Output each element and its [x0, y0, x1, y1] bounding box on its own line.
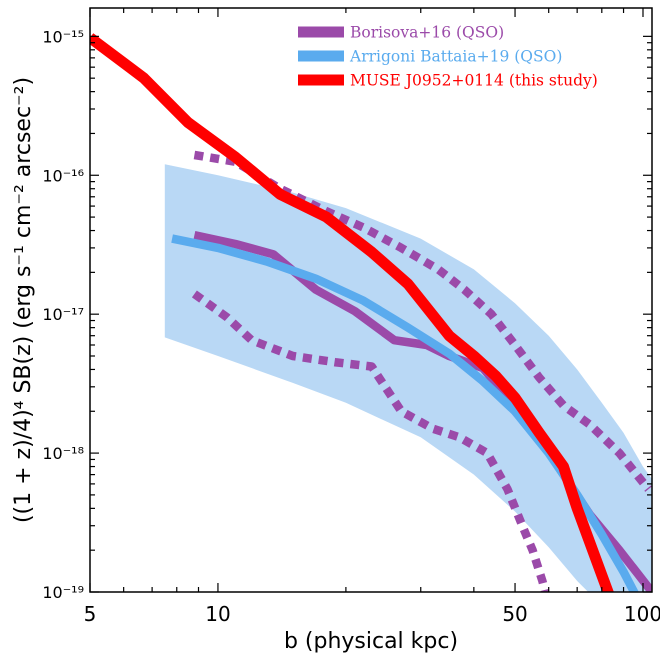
series-line-arrigoni-battaia-19-qso-3	[171, 234, 639, 592]
x-tick-label-3: 100	[624, 602, 660, 626]
plot-area	[90, 33, 652, 592]
y-tick-label-3: 10⁻¹⁶	[42, 166, 84, 185]
plot-frame	[89, 7, 653, 593]
y-tick-label-0: 10⁻¹⁹	[42, 583, 84, 602]
x-tick-label-2: 50	[502, 602, 527, 626]
legend-label-borisova-16-qso: Borisova+16 (QSO)	[350, 24, 504, 42]
y-axis-title: ((1 + z)/4)⁴ SB(z) (erg s⁻¹ cm⁻² arcsec⁻…	[11, 77, 36, 523]
legend: Borisova+16 (QSO) Arrigoni Battaia+19 (QS…	[298, 24, 598, 90]
series-line-borisova-16-qso-lower-2	[191, 290, 550, 592]
y-tick-labels: 10⁻¹⁹ 10⁻¹⁸ 10⁻¹⁷ 10⁻¹⁶ 10⁻¹⁵	[42, 27, 84, 602]
legend-label-muse-j0952-0114-this-study: MUSE J0952+0114 (this study)	[350, 72, 598, 90]
y-tick-label-2: 10⁻¹⁷	[42, 305, 84, 324]
x-tick-label-1: 10	[205, 602, 230, 626]
arrigoni-battaia-band	[164, 164, 652, 592]
y-tick-label-1: 10⁻¹⁸	[42, 444, 84, 463]
x-tick-label-0: 5	[84, 602, 97, 626]
axis-ticks	[89, 8, 652, 593]
x-axis-title: b (physical kpc)	[284, 629, 458, 654]
series-line-borisova-16-qso-upper-1	[193, 150, 652, 492]
series-line-muse-j0952-0114-this-study-4	[90, 33, 614, 592]
x-tick-labels: 5 10 50 100	[84, 602, 660, 626]
y-tick-label-4: 10⁻¹⁵	[42, 27, 84, 46]
legend-label-arrigoni-battaia-19-qso: Arrigoni Battaia+19 (QSO)	[349, 48, 562, 66]
